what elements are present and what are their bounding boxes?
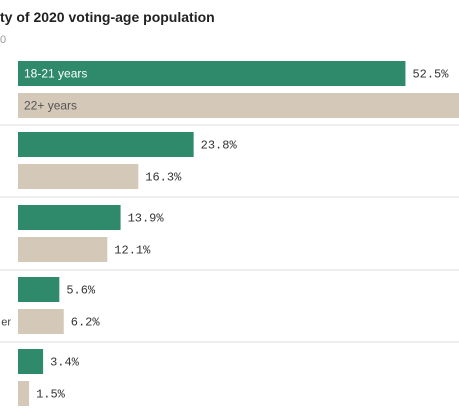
value-label: 13.9% xyxy=(128,212,165,226)
value-label: 23.8% xyxy=(201,139,238,153)
bar-series-b xyxy=(18,164,139,189)
value-label: 6.2% xyxy=(71,316,101,330)
value-label: 52.5% xyxy=(412,68,449,82)
value-label: 1.5% xyxy=(36,388,66,402)
bar-series-a xyxy=(18,349,44,374)
bar-series-a xyxy=(18,61,406,86)
legend-label: 22+ years xyxy=(24,99,77,113)
chart-title: ty of 2020 voting-age population xyxy=(0,9,215,25)
bar-series-b xyxy=(18,309,64,334)
value-label: 5.6% xyxy=(66,284,96,298)
bar-series-a xyxy=(18,132,194,157)
category-label: er xyxy=(1,317,11,329)
value-label: 3.4% xyxy=(50,356,80,370)
bar-series-b xyxy=(18,381,30,406)
bar-series-a xyxy=(18,277,60,302)
bar-series-b xyxy=(18,237,108,262)
value-label: 16.3% xyxy=(145,171,182,185)
legend-label: 18-21 years xyxy=(24,67,87,81)
value-label: 12.1% xyxy=(114,244,151,258)
bar-series-b xyxy=(18,93,459,118)
chart-subtitle: 0 xyxy=(0,34,7,46)
bar-series-a xyxy=(18,205,121,230)
